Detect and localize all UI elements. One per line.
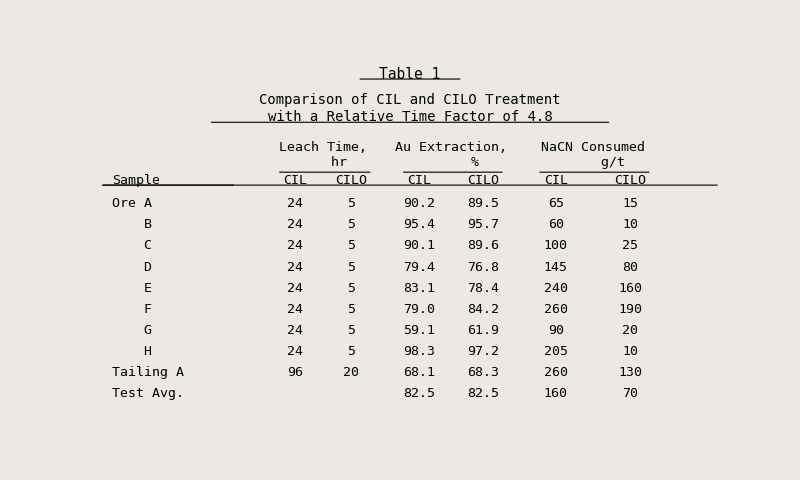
Text: 25: 25 xyxy=(622,240,638,252)
Text: 5: 5 xyxy=(347,303,355,316)
Text: 24: 24 xyxy=(287,261,303,274)
Text: 90: 90 xyxy=(548,324,564,336)
Text: Tailing A: Tailing A xyxy=(112,366,184,379)
Text: 59.1: 59.1 xyxy=(403,324,435,336)
Text: CIL: CIL xyxy=(544,174,568,187)
Text: Test Avg.: Test Avg. xyxy=(112,387,184,400)
Text: 90.2: 90.2 xyxy=(403,197,435,210)
Text: 10: 10 xyxy=(622,218,638,231)
Text: 5: 5 xyxy=(347,261,355,274)
Text: 240: 240 xyxy=(544,282,568,295)
Text: 68.3: 68.3 xyxy=(467,366,499,379)
Text: CILO: CILO xyxy=(335,174,367,187)
Text: 205: 205 xyxy=(544,345,568,358)
Text: 96: 96 xyxy=(287,366,303,379)
Text: 15: 15 xyxy=(622,197,638,210)
Text: Comparison of CIL and CILO Treatment: Comparison of CIL and CILO Treatment xyxy=(259,93,561,107)
Text: 89.6: 89.6 xyxy=(467,240,499,252)
Text: 5: 5 xyxy=(347,197,355,210)
Text: F: F xyxy=(112,303,152,316)
Text: 24: 24 xyxy=(287,324,303,336)
Text: 5: 5 xyxy=(347,240,355,252)
Text: 80: 80 xyxy=(622,261,638,274)
Text: 79.4: 79.4 xyxy=(403,261,435,274)
Text: CILO: CILO xyxy=(467,174,499,187)
Text: 89.5: 89.5 xyxy=(467,197,499,210)
Text: Sample: Sample xyxy=(112,174,160,187)
Text: 20: 20 xyxy=(622,324,638,336)
Text: Leach Time,
    hr: Leach Time, hr xyxy=(279,141,367,169)
Text: 160: 160 xyxy=(544,387,568,400)
Text: D: D xyxy=(112,261,152,274)
Text: 20: 20 xyxy=(343,366,359,379)
Text: 145: 145 xyxy=(544,261,568,274)
Text: 79.0: 79.0 xyxy=(403,303,435,316)
Text: 5: 5 xyxy=(347,282,355,295)
Text: 60: 60 xyxy=(548,218,564,231)
Text: CIL: CIL xyxy=(407,174,431,187)
Text: 5: 5 xyxy=(347,345,355,358)
Text: 130: 130 xyxy=(618,366,642,379)
Text: NaCN Consumed
     g/t: NaCN Consumed g/t xyxy=(541,141,645,169)
Text: 5: 5 xyxy=(347,324,355,336)
Text: 260: 260 xyxy=(544,303,568,316)
Text: 95.4: 95.4 xyxy=(403,218,435,231)
Text: 160: 160 xyxy=(618,282,642,295)
Text: 5: 5 xyxy=(347,218,355,231)
Text: 70: 70 xyxy=(622,387,638,400)
Text: 24: 24 xyxy=(287,240,303,252)
Text: 24: 24 xyxy=(287,197,303,210)
Text: C: C xyxy=(112,240,152,252)
Text: 82.5: 82.5 xyxy=(467,387,499,400)
Text: 65: 65 xyxy=(548,197,564,210)
Text: 97.2: 97.2 xyxy=(467,345,499,358)
Text: Table 1: Table 1 xyxy=(379,67,441,82)
Text: 61.9: 61.9 xyxy=(467,324,499,336)
Text: Ore A: Ore A xyxy=(112,197,152,210)
Text: 24: 24 xyxy=(287,218,303,231)
Text: 76.8: 76.8 xyxy=(467,261,499,274)
Text: 24: 24 xyxy=(287,282,303,295)
Text: 98.3: 98.3 xyxy=(403,345,435,358)
Text: 260: 260 xyxy=(544,366,568,379)
Text: 84.2: 84.2 xyxy=(467,303,499,316)
Text: 90.1: 90.1 xyxy=(403,240,435,252)
Text: CILO: CILO xyxy=(614,174,646,187)
Text: B: B xyxy=(112,218,152,231)
Text: 68.1: 68.1 xyxy=(403,366,435,379)
Text: Au Extraction,
      %: Au Extraction, % xyxy=(395,141,507,169)
Text: E: E xyxy=(112,282,152,295)
Text: 95.7: 95.7 xyxy=(467,218,499,231)
Text: 10: 10 xyxy=(622,345,638,358)
Text: 190: 190 xyxy=(618,303,642,316)
Text: H: H xyxy=(112,345,152,358)
Text: 24: 24 xyxy=(287,303,303,316)
Text: with a Relative Time Factor of 4.8: with a Relative Time Factor of 4.8 xyxy=(268,110,552,124)
Text: 100: 100 xyxy=(544,240,568,252)
Text: 83.1: 83.1 xyxy=(403,282,435,295)
Text: CIL: CIL xyxy=(283,174,307,187)
Text: 78.4: 78.4 xyxy=(467,282,499,295)
Text: G: G xyxy=(112,324,152,336)
Text: 82.5: 82.5 xyxy=(403,387,435,400)
Text: 24: 24 xyxy=(287,345,303,358)
